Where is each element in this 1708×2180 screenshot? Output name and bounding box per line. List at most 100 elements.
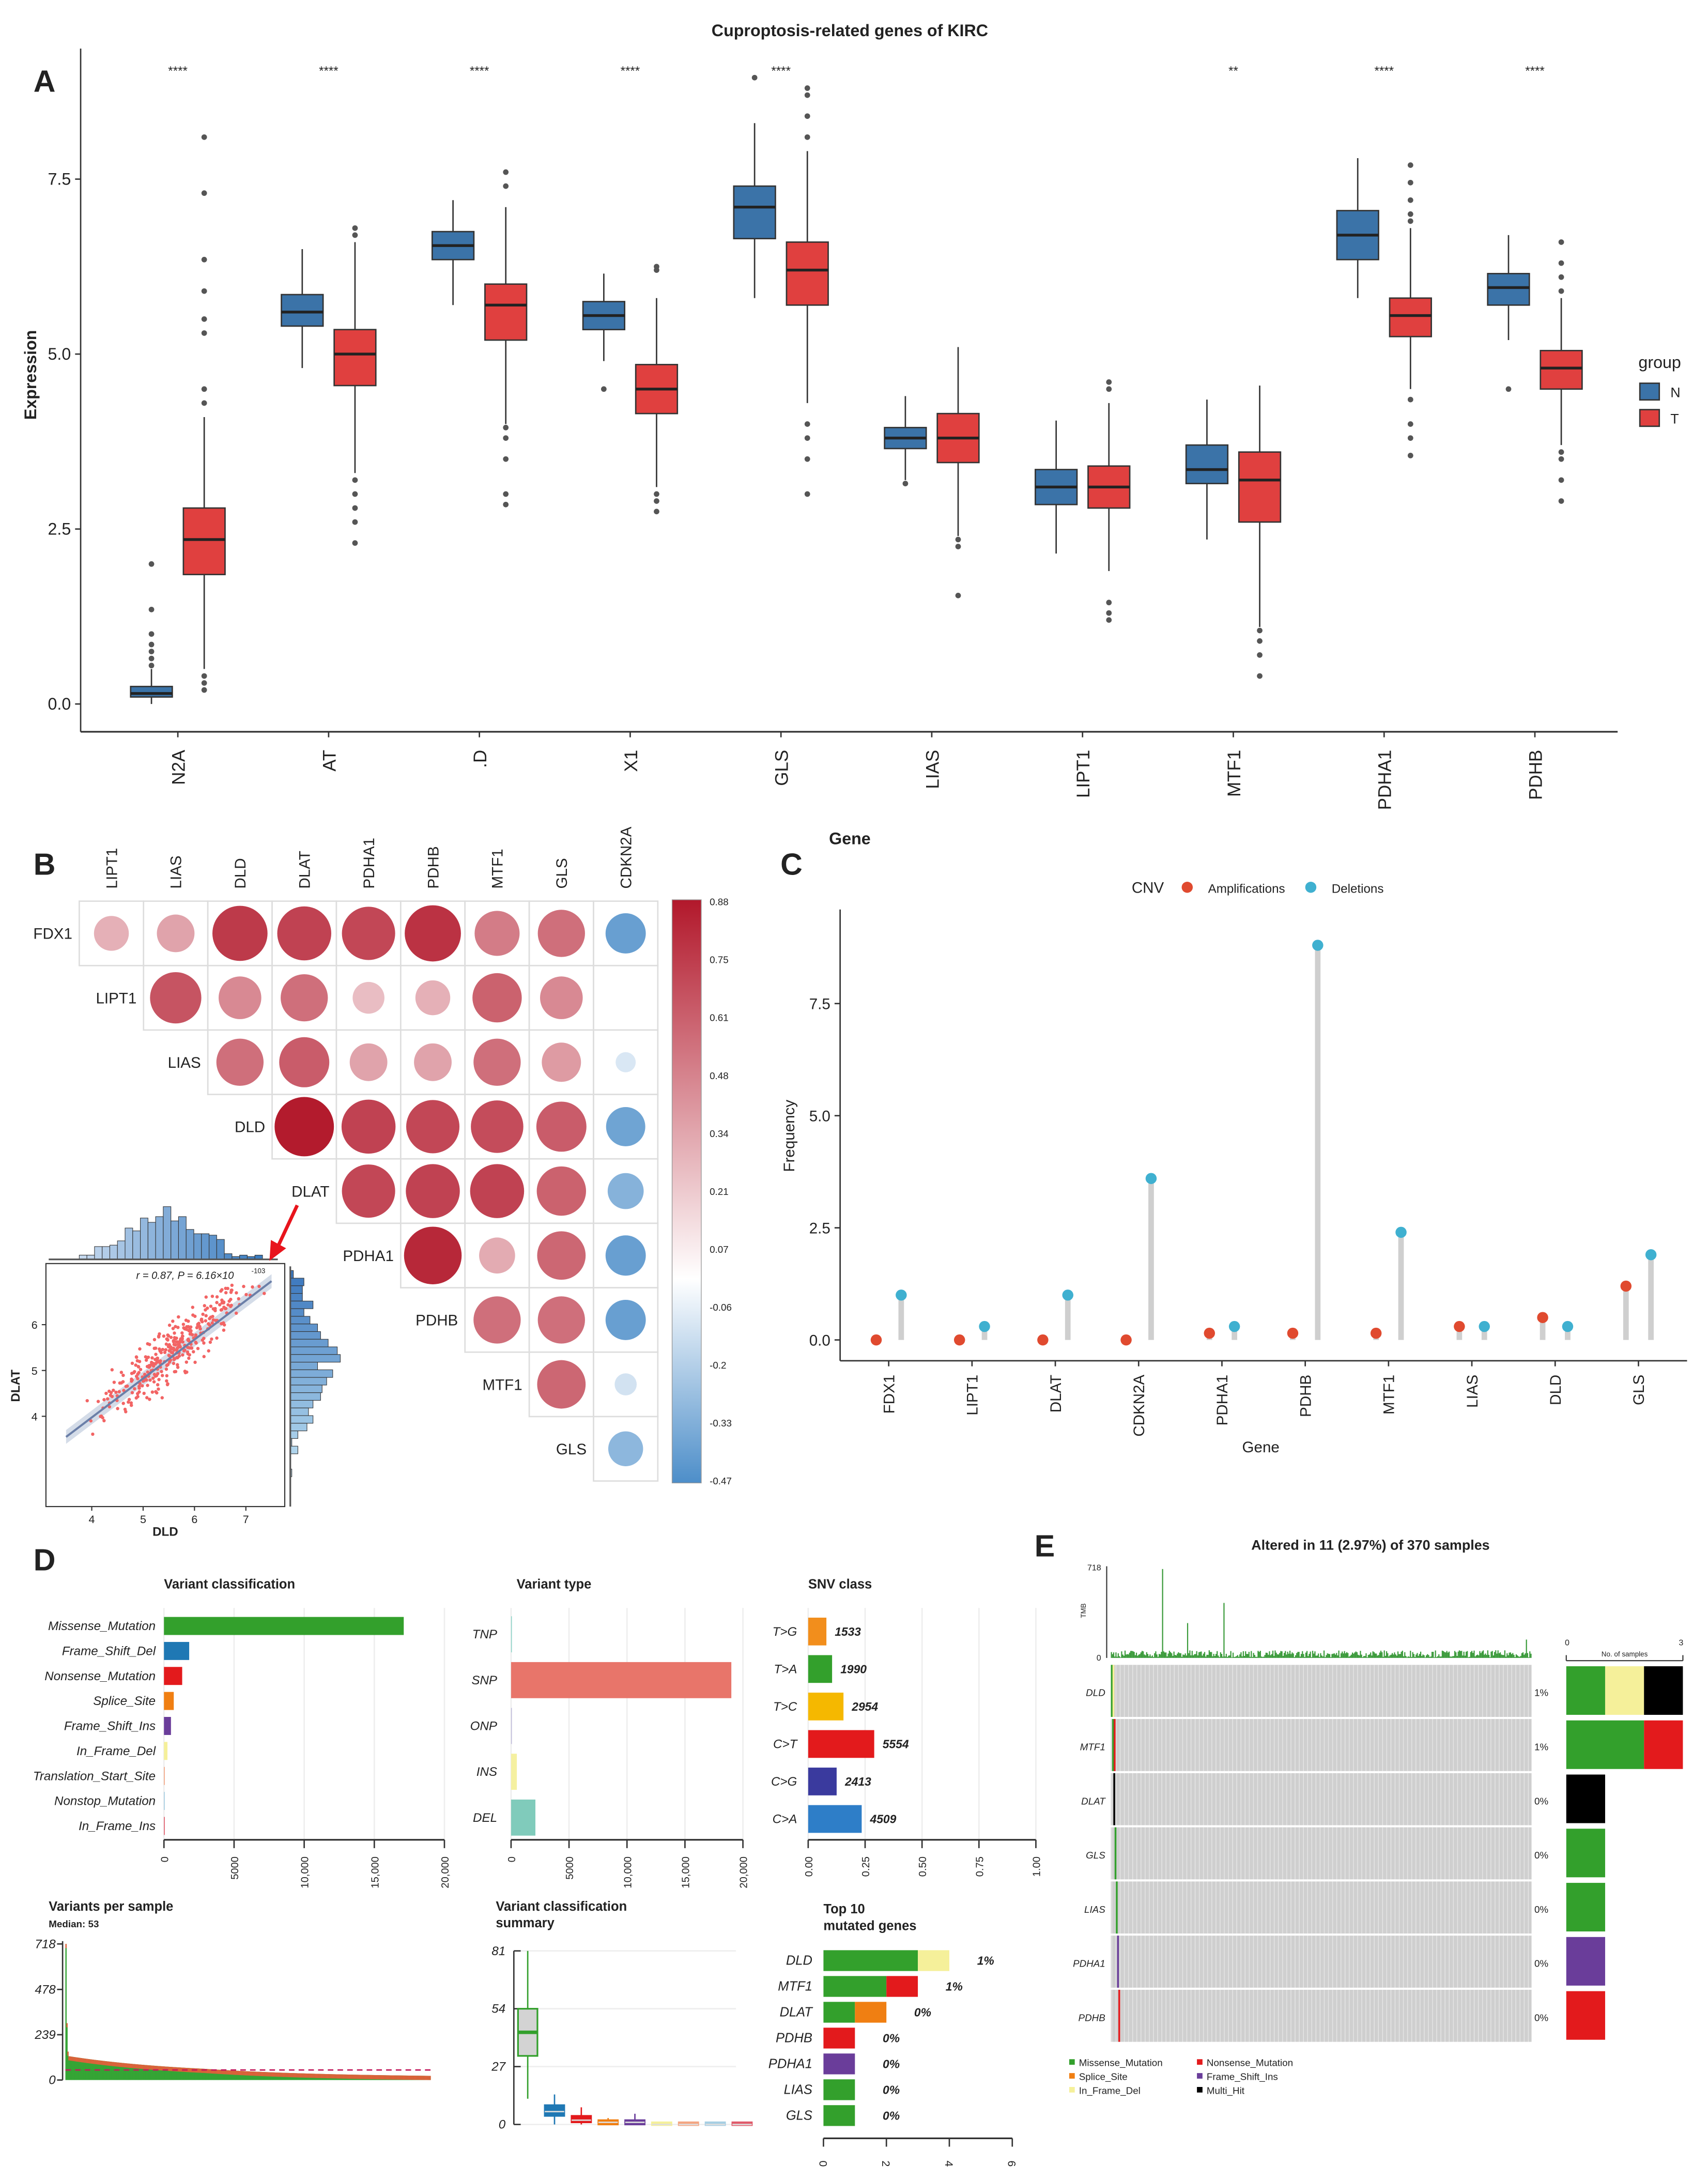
- outlier-point: [201, 673, 207, 679]
- sample-bar-top: [197, 2068, 199, 2073]
- oncoplot-row: [1111, 1989, 1532, 2042]
- sample-bar: [142, 2065, 144, 2080]
- y-tick-label: 2.5: [809, 1220, 830, 1237]
- category-label: Nonstop_Mutation: [54, 1794, 156, 1808]
- x-tick-label: 4: [89, 1513, 95, 1526]
- tmb-bar: [1208, 1650, 1210, 1658]
- tmb-bar: [1474, 1656, 1476, 1658]
- legend-label: In_Frame_Del: [1079, 2085, 1141, 2096]
- tmb-bar: [1340, 1653, 1342, 1658]
- column-label: DLD: [232, 858, 249, 888]
- sample-bar-top: [297, 2073, 299, 2078]
- outlier-point: [1558, 477, 1564, 483]
- tmb-bar: [1322, 1656, 1324, 1658]
- legend-key: [1069, 2086, 1075, 2093]
- tmb-bar: [1472, 1653, 1474, 1658]
- outlier-point: [751, 74, 758, 81]
- sample-bar-top: [149, 2065, 151, 2070]
- tmb-bar: [1266, 1653, 1268, 1658]
- sample-bar-top: [136, 2064, 138, 2069]
- tmb-bar: [1511, 1654, 1513, 1658]
- sample-bar-top: [221, 2070, 223, 2075]
- scatter-point: [244, 1293, 248, 1297]
- y-tick-label: 718: [35, 1937, 56, 1951]
- outlier-point: [1558, 456, 1564, 462]
- category-label: In_Frame_Del: [76, 1744, 156, 1758]
- legend-key: [1069, 2059, 1075, 2065]
- tmb-bar: [1275, 1652, 1277, 1658]
- sample-bar-top: [292, 2073, 294, 2078]
- subplot-title: Variants per sample: [49, 1899, 173, 1914]
- sample-bar: [251, 2071, 252, 2080]
- tmb-bar: [1137, 1655, 1138, 1658]
- legend-key: [1197, 2086, 1203, 2093]
- bar: [808, 1692, 844, 1721]
- corr-circle: [406, 1100, 460, 1154]
- bar: [511, 1616, 512, 1653]
- scatter-point: [208, 1340, 212, 1344]
- corr-circle: [608, 1431, 643, 1466]
- sample-bar-top: [359, 2075, 361, 2079]
- sample-bar-top: [396, 2075, 397, 2080]
- legend-label: Frame_Shift_Ins: [1207, 2071, 1278, 2083]
- sample-bar: [81, 2058, 83, 2080]
- scatter-point: [167, 1323, 172, 1327]
- tmb-bar: [1206, 1654, 1208, 1658]
- tmb-bar: [1242, 1651, 1244, 1658]
- sample-bar-top: [275, 2072, 277, 2077]
- tmb-bar: [1281, 1651, 1283, 1658]
- gene-label: PDHB: [1079, 2012, 1105, 2023]
- box-T: [484, 283, 528, 341]
- sample-bar: [226, 2070, 228, 2080]
- outlier-point: [804, 85, 810, 91]
- sample-bar-top: [103, 2061, 104, 2065]
- tmb-bar: [1283, 1653, 1285, 1658]
- scatter-point: [177, 1344, 181, 1348]
- tmb-bar: [1379, 1652, 1380, 1658]
- sample-bar-top: [255, 2071, 256, 2076]
- sample-bar: [169, 2067, 171, 2080]
- histogram-bar: [224, 1253, 233, 1260]
- sample-bar-top: [110, 2062, 111, 2066]
- outlier-point: [503, 424, 509, 431]
- sample-bar-top: [394, 2075, 395, 2080]
- histogram-bar: [125, 1227, 133, 1260]
- scatter-point: [173, 1370, 176, 1374]
- category-label: T>C: [773, 1700, 797, 1714]
- sample-bar-top: [381, 2075, 383, 2080]
- scatter-point: [160, 1370, 163, 1373]
- mutation-cell: [1111, 1665, 1113, 1717]
- scatter-point: [180, 1331, 184, 1335]
- sample-bar: [239, 2070, 241, 2080]
- tmb-bar: [1312, 1651, 1314, 1658]
- tmb-bar: [1381, 1652, 1383, 1658]
- percent-label: 0%: [1534, 2012, 1548, 2023]
- scatter-point: [116, 1407, 119, 1410]
- sample-bar-top: [308, 2074, 310, 2078]
- sample-bar-top: [408, 2075, 409, 2080]
- subplot-title: summary: [496, 1916, 555, 1930]
- sample-bar-top: [106, 2061, 109, 2066]
- subplot-title: Variant classification: [164, 1577, 295, 1591]
- scatter-point: [110, 1368, 114, 1372]
- category-label: C>G: [771, 1775, 797, 1789]
- tmb-bar: [1407, 1656, 1409, 1658]
- sample-bar-top: [315, 2074, 317, 2078]
- sample-bar-top: [244, 2071, 245, 2076]
- sample-bar-top: [217, 2069, 219, 2074]
- tmb-bar: [1265, 1652, 1267, 1658]
- corr-circle: [471, 1100, 524, 1153]
- histogram-bar: [117, 1240, 126, 1260]
- sample-bar-top: [212, 2069, 214, 2074]
- tmb-bar: [1295, 1655, 1297, 1658]
- scatter-point: [220, 1322, 223, 1326]
- y-tick-label: 0.0: [809, 1332, 830, 1349]
- tmb-bar: [1303, 1654, 1304, 1658]
- tmb-bar: [1214, 1656, 1215, 1658]
- corr-circle: [607, 1173, 644, 1209]
- scatter-point: [187, 1325, 190, 1329]
- scatter-point: [173, 1331, 176, 1335]
- tmb-bar: [1197, 1655, 1198, 1658]
- tmb-bar: [1243, 1656, 1245, 1658]
- outlier-point: [1407, 453, 1413, 458]
